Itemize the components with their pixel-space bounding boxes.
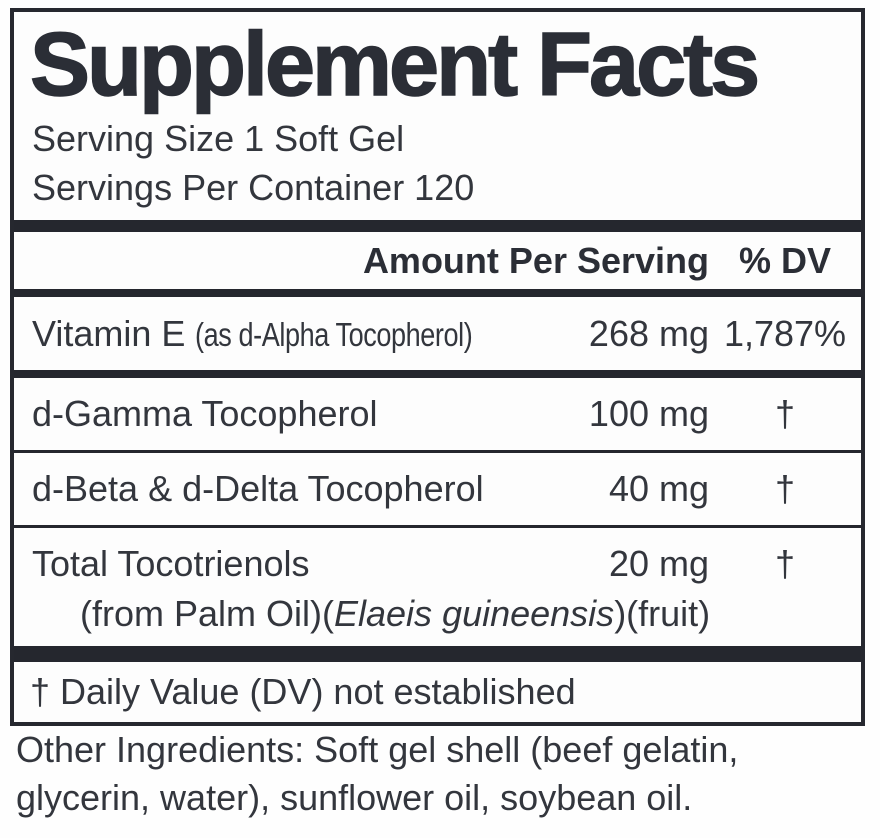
other-ingredients: Other Ingredients: Soft gel shell (beef … xyxy=(16,729,739,818)
servings-per-container: Servings Per Container 120 xyxy=(32,167,475,208)
table-row-total-tocotrienols: Total Tocotrienols 20 mg † (from Palm Oi… xyxy=(14,528,861,646)
supplement-facts-panel: Supplement Facts Serving Size 1 Soft Gel… xyxy=(10,8,865,726)
source-suffix: )(fruit) xyxy=(614,593,711,634)
separator-thick xyxy=(14,646,861,662)
ingredient-name: d-Gamma Tocopherol xyxy=(32,393,378,434)
ingredient-dv: † xyxy=(774,393,796,434)
table-header-row: Amount Per Serving % DV xyxy=(14,232,861,289)
table-row-d-gamma: d-Gamma Tocopherol 100 mg † xyxy=(14,378,861,450)
panel-title: Supplement Facts xyxy=(29,15,761,115)
ingredient-dv: † xyxy=(774,543,796,584)
daily-value-footnote: † Daily Value (DV) not established xyxy=(30,671,576,712)
serving-info: Serving Size 1 Soft Gel Servings Per Con… xyxy=(14,114,861,220)
ingredient-name-main: Vitamin E xyxy=(32,312,186,354)
separator-medium xyxy=(14,289,861,297)
ingredient-amount: 40 mg xyxy=(608,468,709,509)
table-row-d-beta-delta: d-Beta & d-Delta Tocopherol 40 mg † xyxy=(14,453,861,525)
header-amount-per-serving: Amount Per Serving xyxy=(362,239,709,281)
ingredient-name: Vitamin E (as d-Alpha Tocopherol) xyxy=(32,313,534,355)
separator-thin xyxy=(14,525,861,528)
table-row-vitamin-e: Vitamin E (as d-Alpha Tocopherol) 268 mg… xyxy=(14,297,861,370)
separator-thin xyxy=(14,450,861,453)
separator-thick xyxy=(14,220,861,232)
separator-medium xyxy=(14,370,861,378)
ingredient-amount: 20 mg xyxy=(608,543,709,584)
ingredient-source-line: (from Palm Oil)(Elaeis guineensis)(fruit… xyxy=(14,590,861,646)
source-latin-name: Elaeis guineensis xyxy=(334,593,615,634)
ingredient-dv: † xyxy=(774,468,796,509)
ingredient-name: d-Beta & d-Delta Tocopherol xyxy=(32,468,484,509)
ingredient-name-note: (as d-Alpha Tocopherol) xyxy=(195,315,473,353)
header-percent-dv: % DV xyxy=(738,239,832,281)
ingredient-amount: 100 mg xyxy=(588,393,709,434)
ingredient-amount: 268 mg xyxy=(588,312,709,354)
source-prefix: (from Palm Oil)( xyxy=(80,593,334,634)
ingredient-name: Total Tocotrienols xyxy=(32,543,310,584)
ingredient-main-line: Total Tocotrienols 20 mg † xyxy=(14,528,861,590)
serving-size: Serving Size 1 Soft Gel xyxy=(32,118,405,159)
ingredient-dv: 1,787% xyxy=(723,312,847,354)
